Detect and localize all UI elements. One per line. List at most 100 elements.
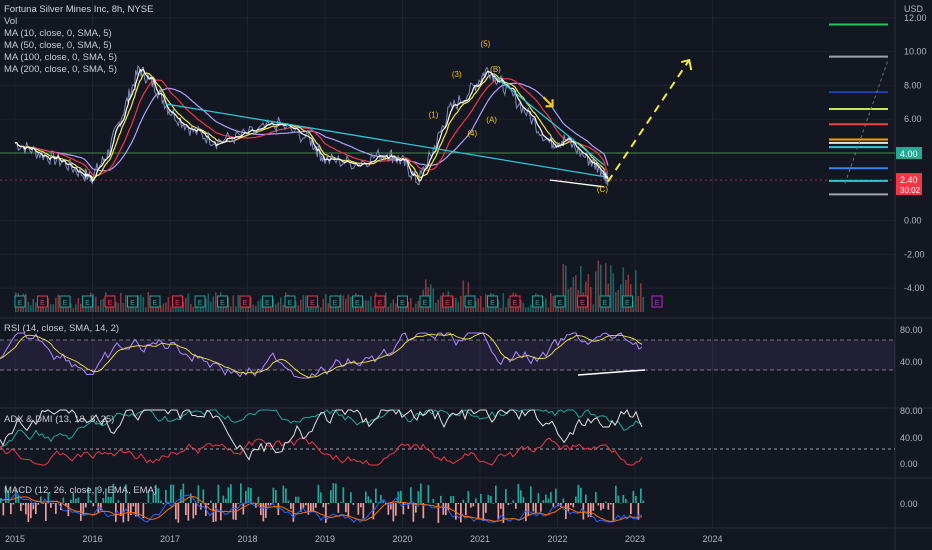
macd-histogram-bar (532, 503, 535, 512)
volume-bar (35, 302, 37, 312)
volume-bar (530, 304, 532, 312)
adx-legend[interactable]: ADX & DMI (13, 13, 8, 25) (4, 414, 115, 425)
ma100-legend[interactable]: MA (100, close, 0, SMA, 5) (4, 52, 117, 63)
macd-histogram-bar (365, 491, 367, 503)
earnings-marker (577, 295, 588, 308)
earnings-marker-label: E (85, 300, 90, 307)
volume-bar (347, 294, 350, 312)
ma10-line (14, 68, 609, 183)
last-price-badge (896, 173, 922, 196)
x-tick-label: 2018 (237, 534, 257, 544)
macd-histogram-bar (305, 503, 307, 506)
volume-bar (500, 307, 502, 312)
macd-histogram-bar (50, 503, 52, 508)
macd-histogram-bar (572, 503, 575, 508)
macd-histogram-bar (632, 490, 635, 503)
volume-bar (77, 298, 80, 312)
macd-histogram-bar (277, 503, 280, 516)
macd-histogram-bar (547, 498, 550, 503)
earnings-marker (284, 295, 296, 308)
macd-histogram-bar (527, 503, 530, 516)
macd-histogram-bar (380, 494, 382, 503)
macd-histogram-bar (55, 503, 57, 514)
earnings-marker-label: E (63, 300, 68, 307)
volume-bar (562, 264, 565, 312)
vol-legend[interactable]: Vol (4, 16, 18, 27)
volume-bar (147, 292, 150, 312)
macd-histogram-bar (332, 483, 335, 503)
macd-histogram-bar (537, 493, 540, 503)
macd-histogram-bar (480, 493, 482, 503)
macd-histogram-bar (542, 500, 545, 503)
macd-histogram-bar (362, 503, 365, 519)
adx-minus-di (0, 437, 643, 466)
earnings-marker (172, 295, 183, 308)
volume-bar (267, 306, 270, 312)
macd-histogram-bar (297, 496, 300, 503)
ma200-legend[interactable]: MA (200, close, 0, SMA, 5) (4, 64, 117, 75)
macd-histogram-bar (400, 490, 402, 503)
ma50-legend[interactable]: MA (50, close, 0, SMA, 5) (4, 40, 112, 51)
ma100-line (14, 77, 609, 176)
wave-label: (B) (490, 65, 501, 74)
x-tick-label: 2016 (82, 534, 102, 544)
volume-bar (207, 293, 210, 312)
volume-bar (590, 286, 592, 312)
volume-bar (575, 275, 577, 312)
macd-legend[interactable]: MACD (12, 26, close, 9, EMA, EMA) (4, 485, 158, 496)
macd-histogram-bar (75, 498, 77, 503)
earnings-marker-label: E (445, 300, 450, 307)
volume-bar (547, 307, 550, 312)
volume-bar (52, 304, 55, 312)
macd-histogram-bar (340, 502, 342, 503)
volume-bar (430, 284, 432, 312)
rsi-legend[interactable]: RSI (14, close, SMA, 14, 2) (4, 323, 120, 334)
volume-bar (232, 295, 235, 312)
symbol-title[interactable]: Fortuna Silver Mines Inc, 8h, NYSE (4, 4, 154, 15)
earnings-marker-label: E (40, 300, 45, 307)
volume-bar (300, 299, 302, 312)
macd-histogram-bar (487, 494, 490, 503)
volume-bar (377, 306, 380, 312)
upcoming-earnings-marker (651, 295, 663, 308)
macd-histogram-bar (312, 503, 315, 512)
macd-histogram-bar (517, 484, 520, 503)
macd-histogram-bar (360, 503, 362, 508)
macd-histogram-bar (107, 496, 110, 503)
macd-histogram-bar (202, 489, 205, 503)
macd-histogram-bar (392, 503, 395, 522)
volume-bar (432, 288, 435, 312)
earnings-marker-label: E (468, 300, 473, 307)
volume-bar (197, 304, 200, 312)
earnings-marker-label: E (535, 300, 540, 307)
macd-histogram-bar (462, 499, 465, 503)
volume-bar (412, 307, 415, 312)
volume-bar (212, 296, 215, 312)
ma10-legend[interactable]: MA (10, close, 0, SMA, 5) (4, 28, 112, 39)
macd-histogram-bar (240, 483, 242, 503)
volume-bar (237, 295, 240, 312)
volume-bar (247, 305, 250, 312)
macd-histogram-bar (282, 485, 285, 503)
macd-histogram-bar (367, 496, 370, 503)
earnings-marker (554, 295, 566, 308)
macd-histogram-bar (417, 491, 420, 503)
macd-histogram-bar (152, 492, 155, 503)
macd-histogram-bar (562, 498, 565, 503)
earnings-marker-label: E (355, 300, 360, 307)
macd-histogram-bar (610, 503, 612, 505)
wave-label: (A) (486, 116, 497, 125)
macd-histogram-bar (147, 489, 150, 503)
volume-bar (320, 307, 322, 312)
volume-bar (517, 304, 520, 312)
macd-histogram-bar (387, 503, 390, 515)
fib-diagonal (844, 59, 889, 184)
macd-histogram-bar (415, 503, 417, 513)
y-tick-label: 6.00 (904, 114, 922, 124)
macd-histogram-bar (540, 503, 542, 512)
macd-histogram-bar (552, 503, 555, 507)
macd-histogram-bar (32, 503, 35, 510)
macd-histogram-bar (12, 503, 15, 505)
macd-histogram-bar (497, 503, 500, 520)
earnings-marker (194, 295, 206, 308)
